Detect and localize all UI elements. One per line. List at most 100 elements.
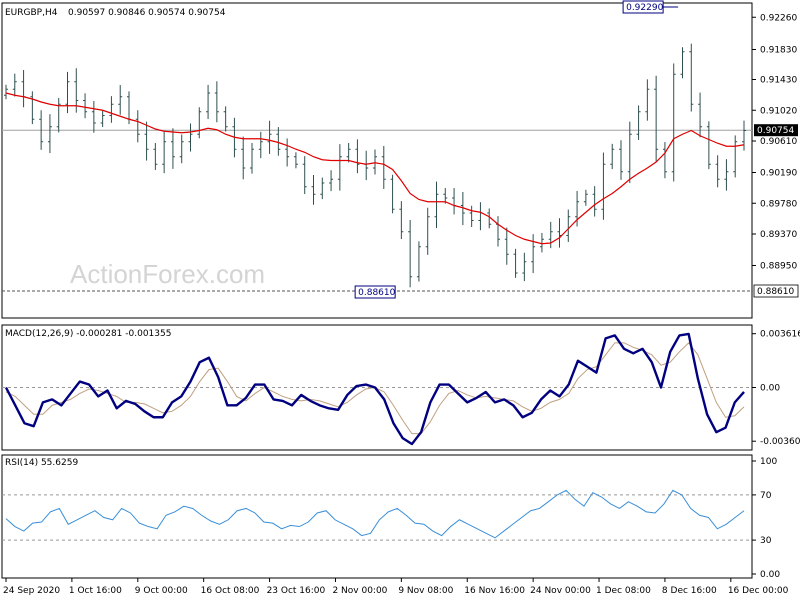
price-bar: [373, 149, 377, 175]
price-bar: [443, 187, 448, 204]
price-bar: [583, 189, 588, 206]
price-bar: [654, 75, 659, 162]
price-bar: [434, 181, 439, 229]
macd-y-tick-label: 0.003616: [760, 330, 800, 340]
rsi-y-tick-label: 70: [760, 491, 772, 501]
price-bar: [619, 140, 623, 180]
price-bar: [197, 107, 202, 139]
rsi-y-tick-label: 100: [760, 457, 777, 467]
price-bar: [592, 186, 597, 217]
macd-main-line: [4, 332, 745, 446]
price-bar: [170, 128, 175, 169]
price-y-tick-label: 0.91430: [760, 76, 797, 86]
rsi-panel-frame: [1, 454, 753, 579]
price-y-tick-label: 0.90610: [760, 137, 797, 147]
price-bar: [30, 91, 35, 125]
price-bar: [733, 135, 738, 178]
price-bar: [267, 120, 272, 154]
price-y-tick-label: 0.89780: [760, 199, 797, 209]
price-bar: [346, 142, 351, 163]
price-bar: [311, 175, 316, 205]
price-bar: [100, 111, 105, 128]
price-bar: [276, 127, 281, 156]
annotation-label: 0.92290: [626, 3, 663, 13]
price-bar: [742, 120, 746, 151]
price-bar: [689, 43, 694, 112]
price-bar: [566, 209, 571, 242]
price-bar: [4, 84, 8, 100]
price-bar: [539, 232, 544, 253]
x-tick-label: 16 Nov 16:00: [464, 586, 525, 596]
price-bar: [610, 143, 615, 170]
price-y-tick-label: 0.90190: [760, 169, 797, 179]
rsi-line: [5, 489, 745, 539]
rsi-y-tick-label: 0.00: [760, 570, 780, 580]
price-bar: [320, 177, 325, 200]
price-bar: [355, 139, 360, 174]
annotation-label: 0.88610: [358, 288, 395, 298]
rsi-title: RSI(14) 55.6259: [5, 458, 78, 468]
price-bar: [250, 142, 254, 174]
x-tick-label: 1 Oct 16:00: [69, 586, 122, 596]
price-bar: [548, 221, 553, 249]
price-bar: [601, 152, 606, 220]
price-bar: [188, 123, 193, 152]
price-symbol: EURGBP,H4: [5, 8, 58, 18]
price-bar: [698, 92, 703, 138]
watermark-text: ActionForex.com: [70, 259, 265, 289]
price-bar: [487, 208, 492, 229]
price-bar: [214, 81, 219, 123]
x-tick-label: 8 Dec 16:00: [662, 586, 717, 596]
price-bar: [285, 138, 290, 167]
price-bar: [241, 136, 246, 180]
price-bar: [627, 121, 632, 184]
annotation-box: [354, 285, 396, 299]
current-price-box: [754, 124, 798, 137]
rsi-y-tick-label: 30: [760, 536, 772, 546]
macd-panel: 0.003616 0.00 -0.003609: [2, 330, 800, 447]
price-ohlc: 0.90597 0.90846 0.90574 0.90754: [68, 8, 226, 18]
price-bar: [12, 73, 17, 97]
price-bar: [425, 207, 430, 255]
price-y-tick-label: 0.91020: [760, 106, 797, 116]
moving-average-line: [5, 92, 745, 245]
x-tick-label: 24 Nov 00:00: [530, 586, 591, 596]
current-price-label: 0.90754: [757, 126, 794, 136]
price-y-tick-label: 0.89370: [760, 230, 797, 240]
price-bar: [504, 227, 509, 265]
price-y-tick-label: 0.88950: [760, 262, 797, 272]
price-bar: [162, 131, 167, 174]
price-bar: [329, 170, 334, 192]
price-bar: [399, 201, 404, 240]
price-bar: [469, 205, 474, 227]
price-bar: [715, 155, 720, 188]
price-bar: [337, 144, 342, 191]
price-bar: [293, 152, 298, 169]
x-tick-label: 24 Sep 2020: [3, 586, 60, 596]
x-tick-label: 23 Oct 16:00: [267, 586, 326, 596]
rsi-panel: 100 70 30 0.00: [2, 457, 780, 580]
price-bar: [144, 121, 149, 161]
macd-y-tick-label: -0.003609: [760, 437, 800, 447]
price-bar: [135, 110, 140, 143]
macd-title: MACD(12,26,9) -0.000281 -0.001355: [5, 329, 171, 339]
price-bar: [179, 134, 184, 164]
price-bar: [662, 142, 667, 179]
price-bar: [47, 114, 52, 154]
price-bar: [671, 63, 676, 182]
panel-frames: [1, 2, 753, 579]
price-bar: [460, 192, 465, 226]
price-bar: [706, 121, 711, 170]
price-bar: [645, 79, 650, 121]
price-bar: [531, 234, 536, 274]
price-y-tick-label: 0.92260: [760, 13, 797, 23]
price-bar: [109, 96, 114, 123]
price-bar: [258, 131, 263, 159]
x-tick-label: 16 Dec 00:00: [728, 586, 789, 596]
price-bar: [223, 106, 228, 132]
price-bar: [522, 252, 527, 282]
price-bar: [390, 174, 395, 214]
price-bar: [206, 84, 211, 120]
